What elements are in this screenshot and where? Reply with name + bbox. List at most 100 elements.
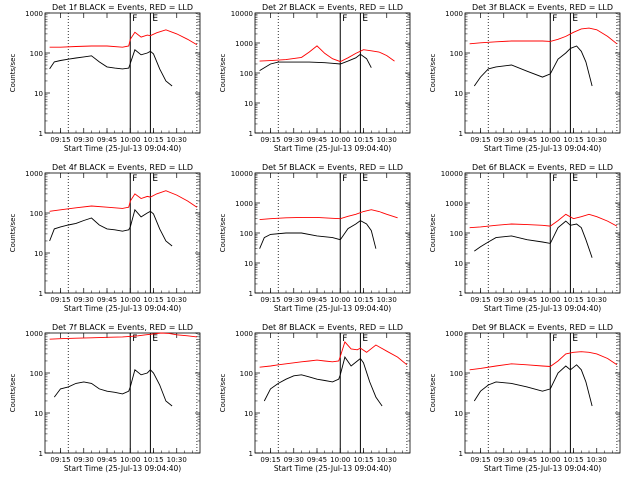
y-tick-label: 1 <box>459 290 463 298</box>
y-tick-label: 10 <box>34 90 43 98</box>
x-tick-label: 10:30 <box>587 296 607 304</box>
y-tick-label: 1000 <box>445 200 463 208</box>
y-tick-label: 1 <box>39 130 43 138</box>
y-tick-label: 100 <box>450 370 463 378</box>
y-tick-label: 1000 <box>25 170 43 178</box>
events-series-line <box>474 220 593 258</box>
y-tick-label: 1000 <box>235 40 253 48</box>
time-marker-label: E <box>362 14 368 24</box>
x-tick-label: 10:00 <box>120 296 140 304</box>
y-tick-label: 100 <box>30 50 43 58</box>
time-marker-label: F <box>552 174 557 184</box>
y-tick-label: 10 <box>34 410 43 418</box>
x-tick-label: 10:00 <box>540 296 560 304</box>
y-tick-label: 1000 <box>235 200 253 208</box>
y-tick-label: 100 <box>30 210 43 218</box>
x-tick-label: 10:30 <box>587 136 607 144</box>
y-tick-label: 10 <box>34 250 43 258</box>
x-tick-label: 09:45 <box>517 296 537 304</box>
x-tick-label: 09:30 <box>74 136 94 144</box>
x-tick-label: 10:00 <box>330 296 350 304</box>
panel-title: Det 7f BLACK = Events, RED = LLD <box>52 323 193 332</box>
x-tick-label: 09:45 <box>517 136 537 144</box>
time-marker-label: F <box>132 334 137 344</box>
y-tick-label: 1 <box>459 450 463 458</box>
events-series-line <box>259 220 377 249</box>
x-tick-label: 09:30 <box>284 296 304 304</box>
x-tick-label: 10:30 <box>587 456 607 464</box>
x-tick-label: 10:00 <box>540 456 560 464</box>
x-tick-label: 10:00 <box>330 456 350 464</box>
events-series-line <box>49 49 173 87</box>
y-axis-label: Counts/sec <box>9 214 17 253</box>
panel-8: Det 8f BLACK = Events, RED = LLD 1 10 100 10… <box>219 323 411 473</box>
panel-title: Det 6f BLACK = Events, RED = LLD <box>472 163 613 172</box>
x-tick-label: 10:30 <box>167 136 187 144</box>
time-marker-label: E <box>152 174 158 184</box>
panel-title: Det 2f BLACK = Events, RED = LLD <box>262 3 403 12</box>
y-tick-label: 1 <box>39 290 43 298</box>
panel-title: Det 9f BLACK = Events, RED = LLD <box>472 323 613 332</box>
y-axis-label: Counts/sec <box>219 214 227 253</box>
y-tick-label: 10 <box>454 260 463 268</box>
x-tick-label: 10:15 <box>353 296 373 304</box>
x-tick-label: 09:30 <box>494 456 514 464</box>
lld-series-line <box>259 341 408 368</box>
y-tick-label: 1 <box>249 130 253 138</box>
panel-title: Det 5f BLACK = Events, RED = LLD <box>262 163 403 172</box>
panel-title: Det 3f BLACK = Events, RED = LLD <box>472 3 613 12</box>
x-tick-label: 09:30 <box>284 136 304 144</box>
x-tick-label: 10:15 <box>143 296 163 304</box>
lld-series-line <box>259 209 398 221</box>
lld-series-line <box>49 332 197 340</box>
events-series-line <box>473 364 593 407</box>
x-axis-label: Start Time (25-Jul-13 09:04:40) <box>274 144 391 153</box>
time-marker-label: E <box>572 334 578 344</box>
time-marker-label: E <box>572 174 578 184</box>
lld-series-line <box>259 45 395 63</box>
y-tick-label: 100 <box>450 50 463 58</box>
x-tick-label: 10:00 <box>330 136 350 144</box>
y-axis-label: Counts/sec <box>429 54 437 93</box>
panel-title: Det 8f BLACK = Events, RED = LLD <box>262 323 403 332</box>
events-series-line <box>263 356 383 407</box>
x-tick-label: 09:30 <box>74 456 94 464</box>
y-axis-label: Counts/sec <box>219 54 227 93</box>
x-tick-label: 09:45 <box>307 456 327 464</box>
panel-5: Det 5f BLACK = Events, RED = LLD 1 10 100 10… <box>219 163 411 313</box>
x-tick-label: 09:30 <box>74 296 94 304</box>
x-tick-label: 09:45 <box>97 136 117 144</box>
x-axis-label: Start Time (25-Jul-13 09:04:40) <box>64 304 181 313</box>
x-tick-label: 09:15 <box>260 296 280 304</box>
x-tick-label: 09:15 <box>470 296 490 304</box>
time-marker-label: F <box>132 14 137 24</box>
panel-1: Det 1f BLACK = Events, RED = LLD 1 10 100 10… <box>9 3 201 153</box>
time-marker-label: F <box>552 14 557 24</box>
y-tick-label: 10 <box>454 90 463 98</box>
x-tick-label: 10:15 <box>563 456 583 464</box>
x-axis-label: Start Time (25-Jul-13 09:04:40) <box>64 464 181 473</box>
x-tick-label: 10:00 <box>540 136 560 144</box>
x-tick-label: 09:15 <box>470 136 490 144</box>
y-tick-label: 100 <box>450 230 463 238</box>
events-series-line <box>53 369 173 407</box>
y-tick-label: 100 <box>30 370 43 378</box>
x-tick-label: 09:30 <box>284 456 304 464</box>
time-marker-label: E <box>572 14 578 24</box>
time-marker-label: F <box>342 174 347 184</box>
y-tick-label: 100 <box>240 370 253 378</box>
x-tick-label: 09:45 <box>97 456 117 464</box>
x-tick-label: 09:15 <box>50 136 70 144</box>
panel-7: Det 7f BLACK = Events, RED = LLD 1 10 100 10… <box>9 323 201 473</box>
y-tick-label: 10 <box>244 260 253 268</box>
x-tick-label: 10:00 <box>120 136 140 144</box>
lld-series-line <box>49 190 198 212</box>
x-tick-label: 10:15 <box>143 136 163 144</box>
time-marker-label: F <box>552 334 557 344</box>
lld-series-line <box>469 213 618 229</box>
time-marker-label: E <box>362 334 368 344</box>
x-tick-label: 09:45 <box>517 456 537 464</box>
x-tick-label: 10:00 <box>120 456 140 464</box>
time-marker-label: F <box>342 14 347 24</box>
y-tick-label: 10000 <box>441 170 463 178</box>
